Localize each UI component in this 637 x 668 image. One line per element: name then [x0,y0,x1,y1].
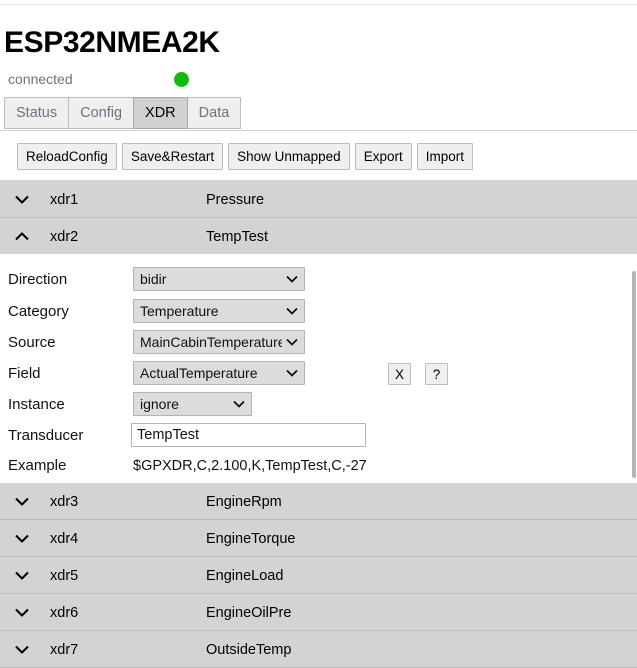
import-button[interactable]: Import [416,143,473,170]
instance-select-wrap: ignore [133,392,252,416]
chevron-down-icon[interactable] [14,594,30,631]
field-row-source: Source MainCabinTemperature [0,327,637,358]
direction-select-wrap: bidir [133,267,305,291]
source-select-wrap: MainCabinTemperature [133,330,305,354]
field-clear-button[interactable]: X [388,363,411,385]
toolbar-divider [0,180,637,181]
tab-xdr[interactable]: XDR [133,97,188,129]
transducer-input[interactable] [131,423,366,447]
chevron-down-icon[interactable] [14,181,30,218]
xdr-row-id: xdr3 [50,493,79,510]
chevron-down-icon[interactable] [14,557,30,594]
instance-label: Instance [8,396,65,413]
top-divider [0,4,637,5]
export-button[interactable]: Export [354,143,412,170]
chevron-down-icon[interactable] [14,483,30,520]
connection-status-indicator-icon [174,72,189,87]
field-select[interactable]: ActualTemperature [133,361,305,385]
reload-config-button[interactable]: ReloadConfig [17,143,117,170]
xdr-row-value: Pressure [206,191,265,208]
example-value: $GPXDR,C,2.100,K,TempTest,C,-27 [133,457,367,474]
source-select[interactable]: MainCabinTemperature [133,330,305,354]
transducer-input-wrap [131,423,366,447]
chevron-down-icon[interactable] [14,520,30,557]
tabbar-divider [0,130,637,131]
field-row-category: Category Temperature [0,296,637,327]
save-and-restart-button[interactable]: Save&Restart [121,143,224,170]
xdr-toolbar: ReloadConfig Save&Restart Show Unmapped … [17,143,473,170]
direction-label: Direction [8,271,68,288]
field-row-direction: Direction bidir [0,264,637,295]
xdr-row-id: xdr4 [50,530,79,547]
xdr-row-value: EngineLoad [206,567,284,584]
table-row[interactable]: xdr2 TempTest [0,218,637,255]
app-page: ESP32NMEA2K connected Status Config XDR … [0,4,637,668]
xdr-detail-panel: Direction bidir Category Temperature [0,254,637,483]
category-select-wrap: Temperature [133,299,305,323]
tab-data[interactable]: Data [186,97,242,129]
xdr-row-value: EngineRpm [206,493,282,510]
transducer-label: Transducer [8,427,84,444]
example-label: Example [8,457,67,474]
connection-status-label: connected [8,71,73,87]
tab-bar: Status Config XDR Data [4,97,242,129]
field-row-transducer: Transducer [0,420,637,451]
source-label: Source [8,334,56,351]
page-title: ESP32NMEA2K [4,26,220,59]
table-row[interactable]: xdr1 Pressure [0,181,637,218]
field-row-instance: Instance ignore [0,389,637,420]
vertical-scrollbar[interactable] [627,131,637,650]
xdr-row-id: xdr2 [50,228,79,245]
xdr-row-value: EngineOilPre [206,604,292,621]
table-row[interactable]: xdr5 EngineLoad [0,557,637,594]
connection-status: connected [8,69,308,89]
table-row[interactable]: xdr3 EngineRpm [0,483,637,520]
tab-status[interactable]: Status [4,97,70,129]
field-label: Field [8,365,41,382]
tab-config[interactable]: Config [68,97,135,129]
field-row-field: Field ActualTemperature X ? [0,358,637,389]
direction-select[interactable]: bidir [133,267,305,291]
field-select-wrap: ActualTemperature [133,361,305,385]
instance-select[interactable]: ignore [133,392,252,416]
xdr-row-value: EngineTorque [206,530,296,547]
field-row-example: Example $GPXDR,C,2.100,K,TempTest,C,-27 [0,450,637,481]
scrollbar-thumb[interactable] [632,271,636,478]
table-row[interactable]: xdr4 EngineTorque [0,520,637,557]
category-label: Category [8,303,69,320]
chevron-up-icon[interactable] [14,218,30,255]
table-row[interactable]: xdr6 EngineOilPre [0,594,637,631]
category-select[interactable]: Temperature [133,299,305,323]
xdr-row-id: xdr5 [50,567,79,584]
xdr-row-id: xdr6 [50,604,79,621]
field-help-button[interactable]: ? [425,363,448,385]
show-unmapped-button[interactable]: Show Unmapped [228,143,350,170]
xdr-row-value: TempTest [206,228,269,245]
xdr-row-id: xdr1 [50,191,79,208]
